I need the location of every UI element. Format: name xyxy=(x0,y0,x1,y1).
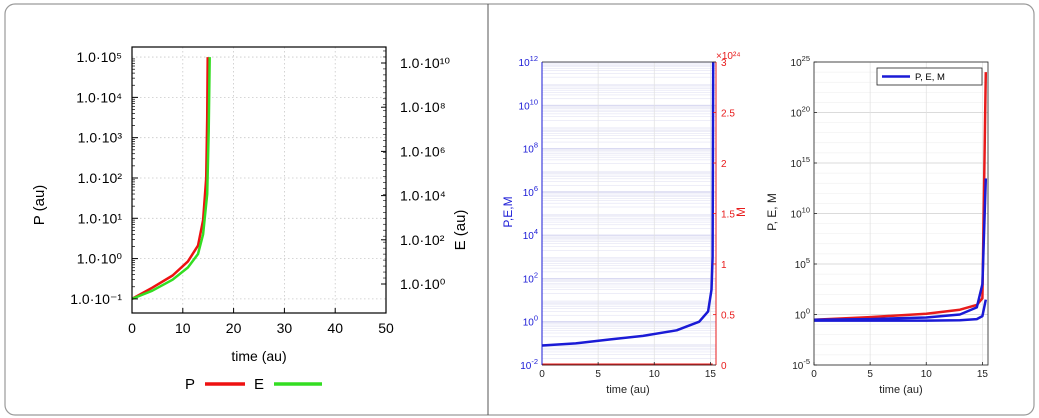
chart-3-frame xyxy=(813,61,989,366)
y-tick-label: 1.0·10⁻¹ xyxy=(70,291,122,307)
legend-label-e: E xyxy=(254,376,264,393)
y2-tick-label: 1.0·10⁴ xyxy=(400,188,446,204)
chart-2-series xyxy=(541,61,715,366)
chart-3-y-axis-label: P, E, M xyxy=(765,193,779,231)
x-tick-label: 0 xyxy=(128,320,136,336)
y2-tick-label: 1.0·10² xyxy=(400,232,445,248)
y2-tick-label: 1.0·10¹⁰ xyxy=(400,55,450,71)
chart-1-y2-axis-label: E (au) xyxy=(452,210,469,251)
y-tick-label: 1025 xyxy=(791,54,810,69)
series-line-unnamed xyxy=(813,72,988,322)
y-tick-label: 105 xyxy=(795,256,810,271)
y-tick-label: 1010 xyxy=(791,206,810,221)
y-tick-label: 1015 xyxy=(791,155,810,170)
y-tick-label: 108 xyxy=(523,141,538,156)
chart-1-tick-labels: 1.0·10⁻¹ 1.0·10⁰ 1.0·10¹ 1.0·10² 1.0·10³ 1.0·… xyxy=(70,49,450,336)
chart-2-y-axis-label: P,E,M xyxy=(501,196,515,227)
x-tick-label: 0 xyxy=(811,369,817,380)
chart-2-y2-exponent: ×10²⁴ xyxy=(716,51,741,62)
chart-1-axes xyxy=(131,46,387,314)
y-tick-label: 102 xyxy=(523,270,538,285)
chart-2: 10-2 100 102 104 106 108 1010 1012 0 5 10 15 0 0.5 1 1.… xyxy=(501,51,748,396)
series-line-pem xyxy=(813,178,988,322)
legend-label-pem: P, E, M xyxy=(915,72,945,83)
y2-tick-label: 1.0·10⁶ xyxy=(400,143,445,159)
series-line-e xyxy=(131,57,211,301)
y2-tick-label: 1 xyxy=(721,260,727,271)
y2-tick-label: 3 xyxy=(721,58,727,69)
chart-2-y2-axis-label: M xyxy=(734,207,748,217)
y-tick-label: 104 xyxy=(523,227,538,242)
series-line-p xyxy=(131,57,209,300)
x-tick-label: 5 xyxy=(595,369,601,380)
y-tick-label: 1.0·10⁴ xyxy=(76,89,122,105)
x-tick-label: 10 xyxy=(649,369,661,380)
chart-3-legend: P, E, M xyxy=(876,67,983,86)
x-tick-label: 10 xyxy=(175,320,191,336)
y-tick-label: 1010 xyxy=(519,97,538,112)
y-tick-label: 100 xyxy=(795,307,810,322)
series-line-pem xyxy=(541,61,715,347)
x-tick-label: 0 xyxy=(539,369,545,380)
chart-1-series xyxy=(131,57,211,301)
chart-1-grid xyxy=(132,47,386,313)
x-tick-label: 20 xyxy=(226,320,242,336)
chart-3-x-axis-label: time (au) xyxy=(879,384,922,396)
chart-2-plot-area xyxy=(542,62,716,365)
chart-1-frame xyxy=(131,46,387,314)
x-tick-label: 15 xyxy=(977,369,989,380)
y-tick-label: 10-5 xyxy=(792,357,810,372)
chart-3-legend-box xyxy=(876,67,983,86)
legend-label-p: P xyxy=(185,376,195,393)
chart-1-y-axis-label: P (au) xyxy=(31,185,48,226)
chart-3-axes xyxy=(813,61,989,366)
y2-tick-label: 0 xyxy=(721,361,727,372)
y-tick-label: 100 xyxy=(523,314,538,329)
y2-tick-label: 1.0·10⁸ xyxy=(400,99,446,115)
y-tick-label: 10-2 xyxy=(520,357,538,372)
y-tick-label: 1.0·10³ xyxy=(78,130,123,146)
y2-tick-label: 0.5 xyxy=(721,311,735,322)
y-tick-label: 1020 xyxy=(791,105,810,120)
chart-2-tick-labels: 10-2 100 102 104 106 108 1010 1012 0 5 10 15 0 0.5 1 1.… xyxy=(519,54,736,380)
chart-1-x-axis-label: time (au) xyxy=(231,348,286,364)
y2-tick-label: 1.5 xyxy=(721,210,735,221)
x-tick-label: 5 xyxy=(867,369,873,380)
chart-2-x-axis-label: time (au) xyxy=(606,384,649,396)
y2-tick-label: 2 xyxy=(721,159,727,170)
chart-1-plot-area xyxy=(132,47,386,313)
series-line-unnamed xyxy=(814,299,988,322)
chart-2-axes xyxy=(541,61,717,366)
x-tick-label: 30 xyxy=(277,320,293,336)
chart-1: 1.0·10⁻¹ 1.0·10⁰ 1.0·10¹ 1.0·10² 1.0·10³ 1.0·… xyxy=(31,46,469,393)
x-tick-label: 15 xyxy=(705,369,717,380)
chart-3-series xyxy=(813,72,988,322)
y2-tick-label: 2.5 xyxy=(721,109,735,120)
y-tick-label: 1.0·10¹ xyxy=(78,210,123,226)
x-tick-label: 10 xyxy=(921,369,933,380)
y-tick-label: 1.0·10² xyxy=(78,170,123,186)
y2-tick-label: 1.0·10⁰ xyxy=(400,276,446,292)
y-tick-label: 1.0·10⁵ xyxy=(77,49,123,65)
x-tick-label: 40 xyxy=(327,320,343,336)
y-tick-label: 1012 xyxy=(519,54,538,69)
x-tick-label: 50 xyxy=(378,320,394,336)
chart-1-legend: P E xyxy=(185,376,322,393)
y-tick-label: 106 xyxy=(523,184,538,199)
y-tick-label: 1.0·10⁰ xyxy=(77,251,123,267)
